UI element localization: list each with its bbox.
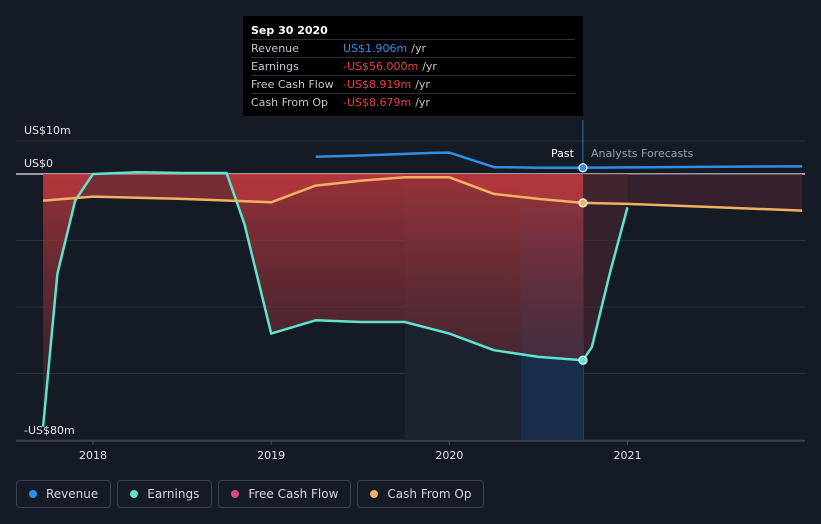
- tooltip-date: Sep 30 2020: [251, 24, 328, 37]
- past-label: Past: [551, 147, 575, 160]
- x-tick-label: 2020: [435, 449, 463, 462]
- legend-dot-icon: [29, 490, 37, 498]
- legend-item-cash-from-op[interactable]: Cash From Op: [357, 480, 485, 508]
- x-tick-label: 2018: [79, 449, 107, 462]
- legend-item-free-cash-flow[interactable]: Free Cash Flow: [218, 480, 352, 508]
- tooltip-row-free-cash-flow: Free Cash Flow -US$8.919m /yr: [251, 75, 575, 93]
- legend-item-revenue[interactable]: Revenue: [16, 480, 112, 508]
- earnings-area-past: [43, 172, 583, 427]
- tooltip-row-revenue: Revenue US$1.906m /yr: [251, 39, 575, 57]
- axis-labels: US$10m US$0 -US$80m 2018 2019 2020 2021 Past Ana…: [24, 124, 694, 462]
- tooltip-row-earnings: Earnings -US$56.000m /yr: [251, 57, 575, 75]
- series-line-revenue-forecast: [582, 165, 803, 169]
- forecast-label: Analysts Forecasts: [591, 147, 694, 160]
- legend-item-earnings[interactable]: Earnings: [117, 480, 213, 508]
- series-line-revenue: [315, 151, 803, 169]
- legend-dot-icon: [231, 490, 240, 498]
- earnings-area-forecast: [582, 174, 628, 361]
- legend-label: Free Cash Flow: [248, 487, 339, 501]
- tooltip-value: US$1.906m: [343, 42, 408, 55]
- series-line-cash-from-op-past: [43, 176, 583, 205]
- highlight-point-earnings: [578, 355, 588, 365]
- legend: Revenue Earnings Free Cash Flow Cash Fro…: [16, 480, 485, 510]
- cash-from-op-area-forecast: [582, 174, 803, 211]
- y-tick-label: US$10m: [24, 124, 71, 137]
- legend-label: Revenue: [46, 487, 99, 501]
- highlight-point-cash-from-op: [578, 198, 588, 208]
- series-line-cash-from-op-forecast: [582, 201, 803, 212]
- tooltip-value: -US$56.000m: [343, 60, 419, 73]
- highlight-point-revenue: [578, 163, 588, 173]
- x-tick-label: 2019: [257, 449, 285, 462]
- y-tick-label: -US$80m: [24, 424, 75, 437]
- tooltip-unit: /yr: [411, 42, 426, 55]
- legend-label: Cash From Op: [387, 487, 472, 501]
- tooltip-value: -US$8.919m: [343, 78, 412, 91]
- cash-from-op-area-past: [43, 174, 583, 203]
- x-tick-label: 2021: [614, 449, 642, 462]
- series-line-earnings-past: [41, 171, 583, 427]
- tooltip-label: Revenue: [251, 42, 299, 55]
- series-line-revenue-past: [315, 151, 583, 169]
- legend-dot-icon: [130, 490, 139, 498]
- y-tick-label: US$0: [24, 157, 53, 170]
- tooltip-row-cash-from-op: Cash From Op -US$8.679m /yr: [251, 93, 575, 111]
- tooltip-value: -US$8.679m: [343, 96, 412, 109]
- tooltip-label: Earnings: [251, 60, 299, 73]
- tooltip-unit: /yr: [415, 78, 430, 91]
- tooltip-label: Free Cash Flow: [251, 78, 334, 91]
- tooltip-label: Cash From Op: [251, 96, 329, 109]
- series-line-cash-from-op: [43, 176, 803, 212]
- tooltip-unit: /yr: [415, 96, 430, 109]
- tooltip-panel: Sep 30 2020 Revenue US$1.906m /yr Earnin…: [243, 16, 583, 116]
- tooltip-unit: /yr: [422, 60, 437, 73]
- shaded-bands: [43, 172, 803, 440]
- highlight-points: [578, 163, 588, 365]
- legend-label: Earnings: [147, 487, 200, 501]
- legend-dot-icon: [370, 490, 379, 498]
